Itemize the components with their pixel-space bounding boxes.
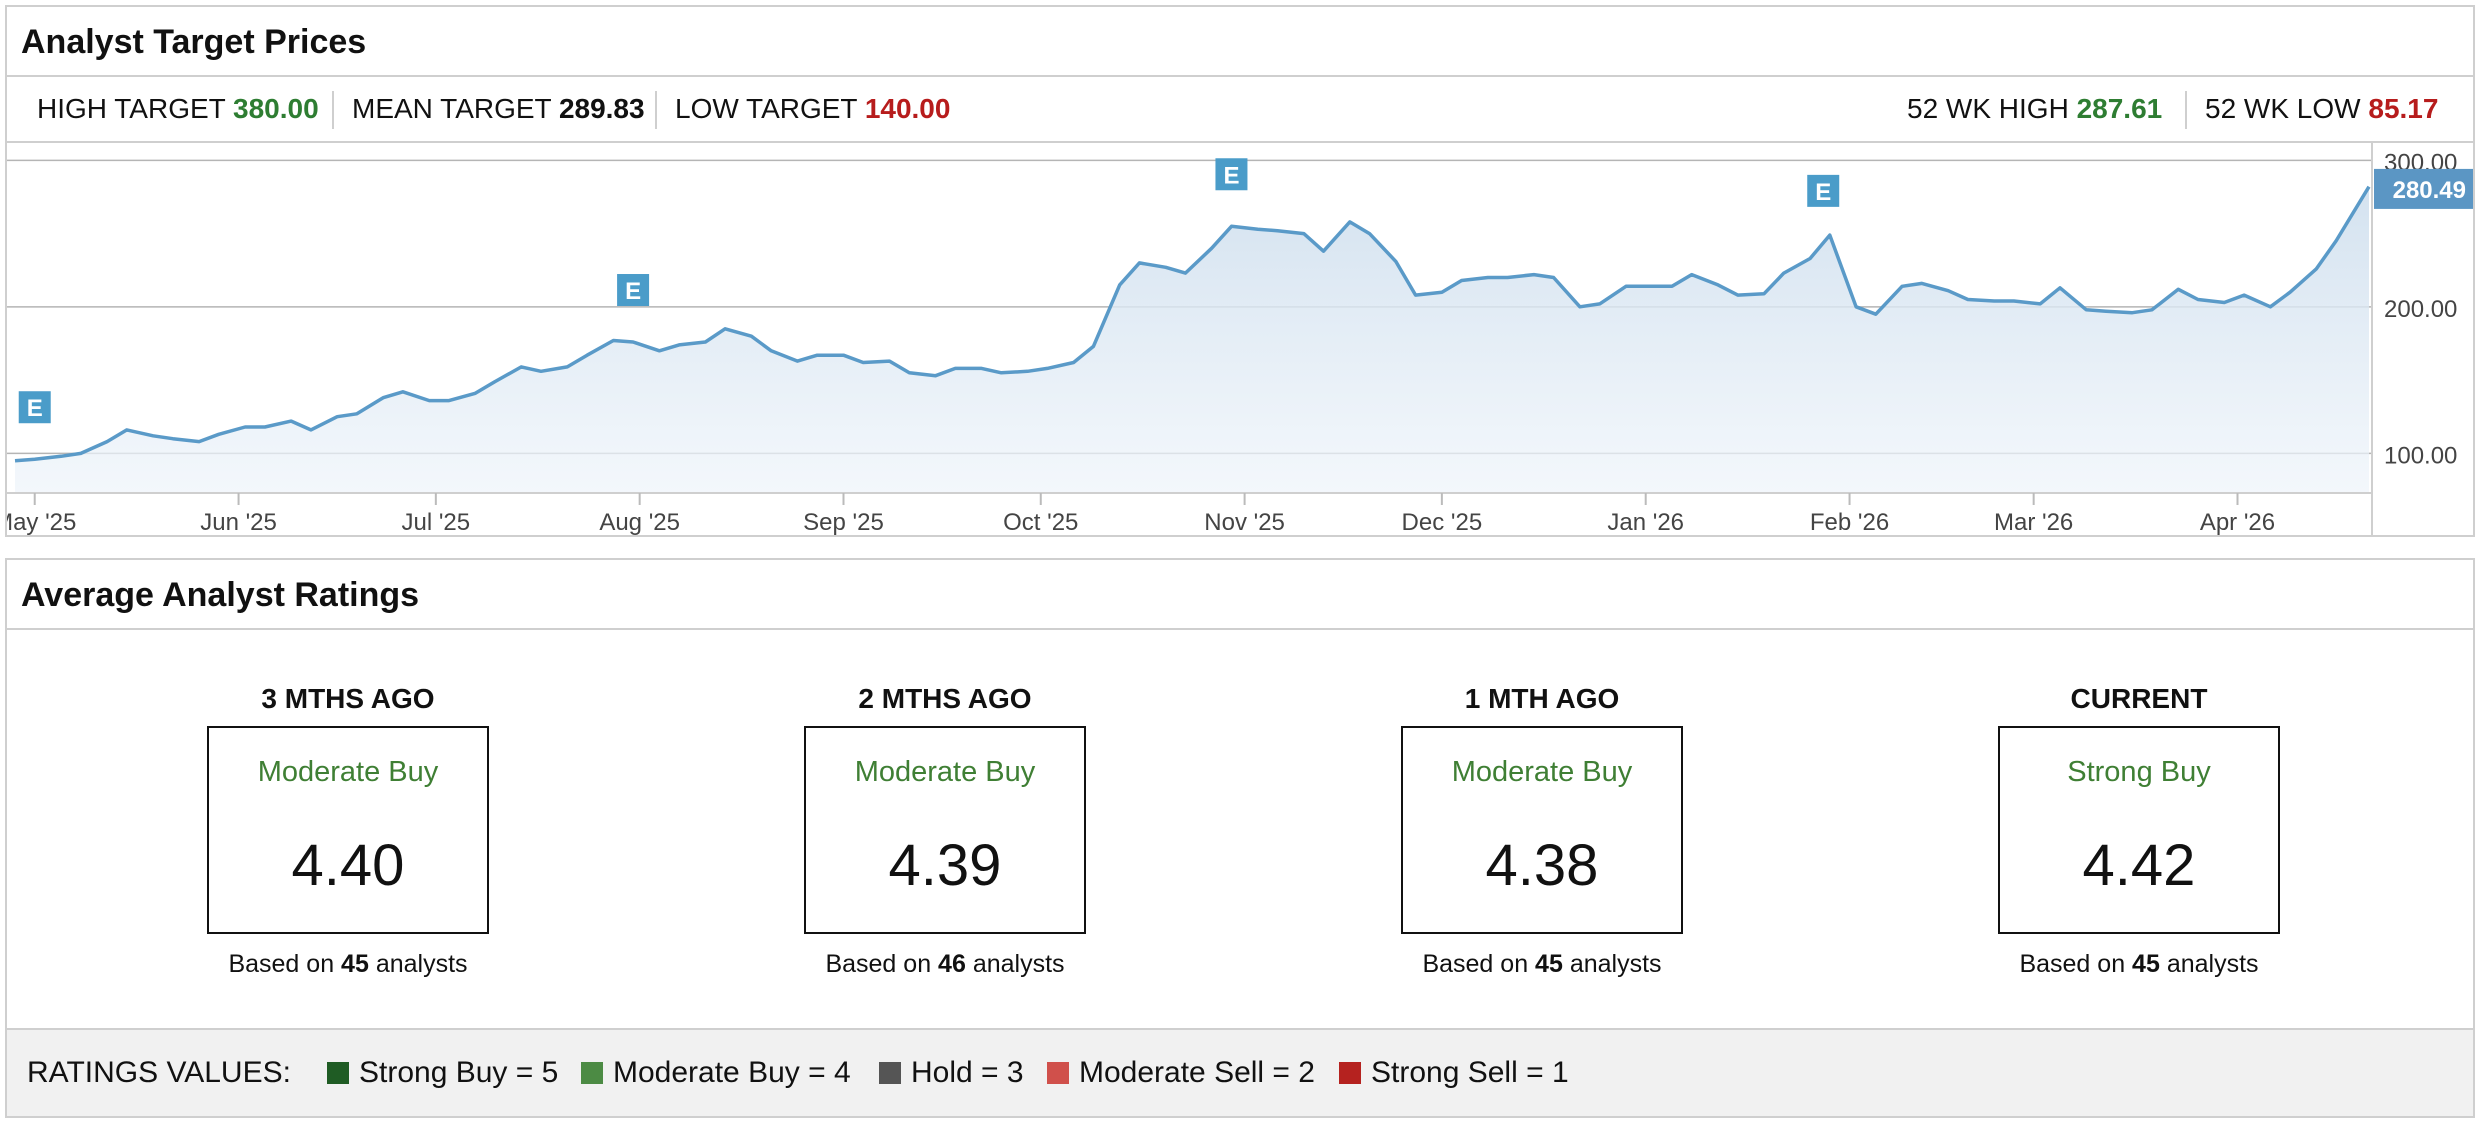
x-tick-label: Dec '25: [1402, 509, 1483, 535]
legend-swatch: [1339, 1062, 1361, 1084]
price-history-chart: E E E E May '25 Jun '25 Jul '25 Aug '25 Sep '25…: [7, 143, 2473, 535]
x-tick-label: May '25: [7, 509, 76, 535]
mean-target-label: MEAN TARGET: [352, 93, 552, 124]
earnings-marker-label: E: [27, 395, 43, 422]
low-target-stat: LOW TARGET 140.00: [675, 77, 950, 141]
earnings-marker-label: E: [625, 278, 641, 305]
x-tick-label: Jan '26: [1607, 509, 1684, 535]
ratings-title: Average Analyst Ratings: [7, 560, 2473, 630]
legend-item-moderate-buy: Moderate Buy = 4: [581, 1030, 851, 1116]
earnings-marker-box[interactable]: [1215, 158, 1248, 191]
rating-period: 2 MTHS AGO: [858, 683, 1032, 714]
analyst-count: 46: [938, 950, 966, 978]
wk52-low-label: 52 WK LOW: [2205, 93, 2361, 124]
rating-column-current: CURRENT Strong Buy 4.42 Based on 45 anal…: [1998, 682, 2280, 979]
x-tick-label: Feb '26: [1810, 509, 1889, 535]
rating-label: Moderate Buy: [854, 756, 1036, 788]
rating-basis: Based on 46 analysts: [825, 950, 1065, 978]
stat-divider: [655, 91, 657, 129]
analyst-target-prices-panel: Analyst Target Prices HIGH TARGET 380.00…: [5, 5, 2475, 537]
low-target-value: 140.00: [864, 93, 951, 124]
wk52-low-value: 85.17: [2368, 93, 2439, 124]
current-price-label: 280.49: [2393, 177, 2466, 204]
analyst-count: 45: [341, 950, 369, 978]
legend-item-strong-buy: Strong Buy = 5: [327, 1030, 558, 1116]
legend-item-moderate-sell: Moderate Sell = 2: [1047, 1030, 1315, 1116]
target-prices-title: Analyst Target Prices: [7, 7, 2473, 77]
analyst-count: 45: [2132, 950, 2160, 978]
earnings-marker-label: E: [1815, 179, 1831, 206]
wk52-high-value: 287.61: [2076, 93, 2163, 124]
earnings-marker-box[interactable]: [1807, 174, 1840, 207]
earnings-marker-box[interactable]: [18, 391, 51, 424]
x-tick-label: Aug '25: [599, 509, 680, 535]
rating-score: 4.42: [2082, 833, 2196, 898]
rating-box: Moderate Buy 4.38: [1401, 726, 1683, 934]
legend-item-hold: Hold = 3: [879, 1030, 1024, 1116]
rating-column-3-months-ago: 3 MTHS AGO Moderate Buy 4.40 Based on 45…: [207, 682, 489, 979]
wk52-high-stat: 52 WK HIGH 287.61: [1907, 77, 2162, 141]
earnings-marker[interactable]: E: [18, 391, 51, 424]
earnings-marker[interactable]: E: [1215, 158, 1248, 191]
high-target-label: HIGH TARGET: [37, 93, 226, 124]
x-tick-label: Jun '25: [200, 509, 277, 535]
rating-column-2-months-ago: 2 MTHS AGO Moderate Buy 4.39 Based on 46…: [804, 682, 1086, 979]
x-tick-label: Nov '25: [1204, 509, 1285, 535]
x-tick-label: Mar '26: [1994, 509, 2073, 535]
analyst-count: 45: [1535, 950, 1563, 978]
earnings-marker[interactable]: E: [1807, 174, 1840, 207]
rating-box: Strong Buy 4.42: [1998, 726, 2280, 934]
rating-period: 1 MTH AGO: [1464, 683, 1620, 714]
rating-basis: Based on 45 analysts: [2019, 950, 2259, 978]
high-target-stat: HIGH TARGET 380.00: [37, 77, 319, 141]
target-stats-row: HIGH TARGET 380.00 MEAN TARGET 289.83 LO…: [7, 77, 2473, 143]
ratings-legend-title: RATINGS VALUES:: [27, 1056, 291, 1089]
ratings-legend: RATINGS VALUES: Strong Buy = 5 Moderate …: [7, 1028, 2473, 1116]
mean-target-value: 289.83: [558, 93, 645, 124]
rating-box: Moderate Buy 4.39: [804, 726, 1086, 934]
mean-target-stat: MEAN TARGET 289.83: [352, 77, 645, 141]
legend-swatch: [1047, 1062, 1069, 1084]
rating-box: Moderate Buy 4.40: [207, 726, 489, 934]
earnings-marker-label: E: [1223, 162, 1239, 189]
rating-basis: Based on 45 analysts: [228, 950, 468, 978]
legend-swatch: [327, 1062, 349, 1084]
rating-period: CURRENT: [2070, 683, 2208, 714]
y-tick-label: 100.00: [2384, 442, 2457, 469]
low-target-label: LOW TARGET: [675, 93, 858, 124]
wk52-low-stat: 52 WK LOW 85.17: [2205, 77, 2438, 141]
legend-swatch: [581, 1062, 603, 1084]
high-target-value: 380.00: [233, 93, 319, 124]
y-tick-label: 200.00: [2384, 296, 2457, 323]
x-tick-label: Sep '25: [803, 509, 884, 535]
stat-divider: [332, 91, 334, 129]
price-line: [14, 185, 2371, 463]
earnings-marker[interactable]: E: [617, 274, 650, 307]
rating-column-1-month-ago: 1 MTH AGO Moderate Buy 4.38 Based on 45 …: [1401, 682, 1683, 979]
average-analyst-ratings-panel: Average Analyst Ratings 3 MTHS AGO Moder…: [5, 558, 2475, 1118]
rating-score: 4.40: [291, 833, 405, 898]
rating-label: Moderate Buy: [257, 756, 439, 788]
x-tick-label: Apr '26: [2200, 509, 2275, 535]
earnings-marker-box[interactable]: [617, 274, 650, 307]
price-area: [15, 186, 2369, 493]
rating-label: Moderate Buy: [1451, 756, 1633, 788]
x-tick-label: Oct '25: [1003, 509, 1078, 535]
rating-period: 3 MTHS AGO: [261, 683, 435, 714]
rating-basis: Based on 45 analysts: [1422, 950, 1662, 978]
rating-score: 4.39: [888, 833, 1002, 898]
legend-swatch: [879, 1062, 901, 1084]
current-price-tag: 280.49: [2374, 168, 2473, 209]
rating-score: 4.38: [1485, 833, 1599, 898]
wk52-high-label: 52 WK HIGH: [1907, 93, 2069, 124]
x-tick-label: Jul '25: [402, 509, 471, 535]
current-price-tag-box: [2374, 168, 2473, 209]
rating-label: Strong Buy: [2067, 756, 2211, 788]
legend-item-strong-sell: Strong Sell = 1: [1339, 1030, 1569, 1116]
stat-divider: [2185, 91, 2187, 129]
